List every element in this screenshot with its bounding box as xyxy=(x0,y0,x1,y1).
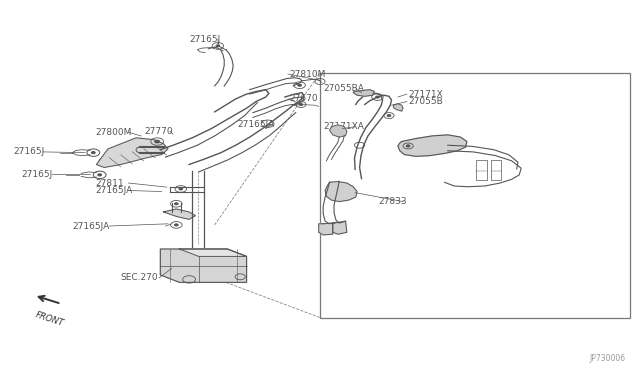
Text: 27833: 27833 xyxy=(379,197,408,206)
Bar xyxy=(476,160,486,180)
Circle shape xyxy=(155,140,160,143)
Text: 27770: 27770 xyxy=(145,126,173,136)
Circle shape xyxy=(299,103,303,106)
Bar xyxy=(320,73,630,318)
Circle shape xyxy=(216,45,220,47)
Polygon shape xyxy=(353,90,374,96)
Polygon shape xyxy=(398,135,467,156)
Text: 27165J: 27165J xyxy=(13,147,45,156)
Circle shape xyxy=(298,84,301,86)
Polygon shape xyxy=(325,182,357,202)
Circle shape xyxy=(174,224,178,226)
Circle shape xyxy=(174,203,178,205)
Text: 27171X: 27171X xyxy=(408,90,443,99)
Text: 27165JA: 27165JA xyxy=(237,121,274,129)
Circle shape xyxy=(179,188,182,190)
Text: 27670: 27670 xyxy=(289,94,318,103)
Polygon shape xyxy=(333,221,347,234)
Circle shape xyxy=(92,151,95,154)
Text: SEC.270: SEC.270 xyxy=(121,273,158,282)
Text: 27165JA: 27165JA xyxy=(95,186,132,195)
Polygon shape xyxy=(330,125,347,137)
Circle shape xyxy=(98,174,102,176)
Text: 27810M: 27810M xyxy=(289,70,326,78)
Polygon shape xyxy=(179,249,246,256)
Circle shape xyxy=(387,115,391,117)
Text: 27800M: 27800M xyxy=(95,128,132,137)
Polygon shape xyxy=(394,104,403,111)
Bar xyxy=(490,160,500,180)
Text: JP730006: JP730006 xyxy=(589,354,625,363)
Polygon shape xyxy=(164,209,195,219)
Text: 27165J: 27165J xyxy=(189,35,220,44)
Polygon shape xyxy=(97,138,168,167)
Text: 27165JA: 27165JA xyxy=(72,221,109,231)
Text: 27832: 27832 xyxy=(408,141,436,151)
Text: 27055BA: 27055BA xyxy=(323,84,364,93)
Text: 27811: 27811 xyxy=(95,179,124,187)
Text: 27171XA: 27171XA xyxy=(323,122,364,131)
Circle shape xyxy=(376,96,380,98)
Text: 27165J: 27165J xyxy=(21,170,52,179)
Text: 27055B: 27055B xyxy=(408,97,443,106)
Polygon shape xyxy=(161,249,246,282)
Polygon shape xyxy=(319,223,333,235)
Circle shape xyxy=(406,145,410,147)
Text: FRONT: FRONT xyxy=(34,310,65,328)
